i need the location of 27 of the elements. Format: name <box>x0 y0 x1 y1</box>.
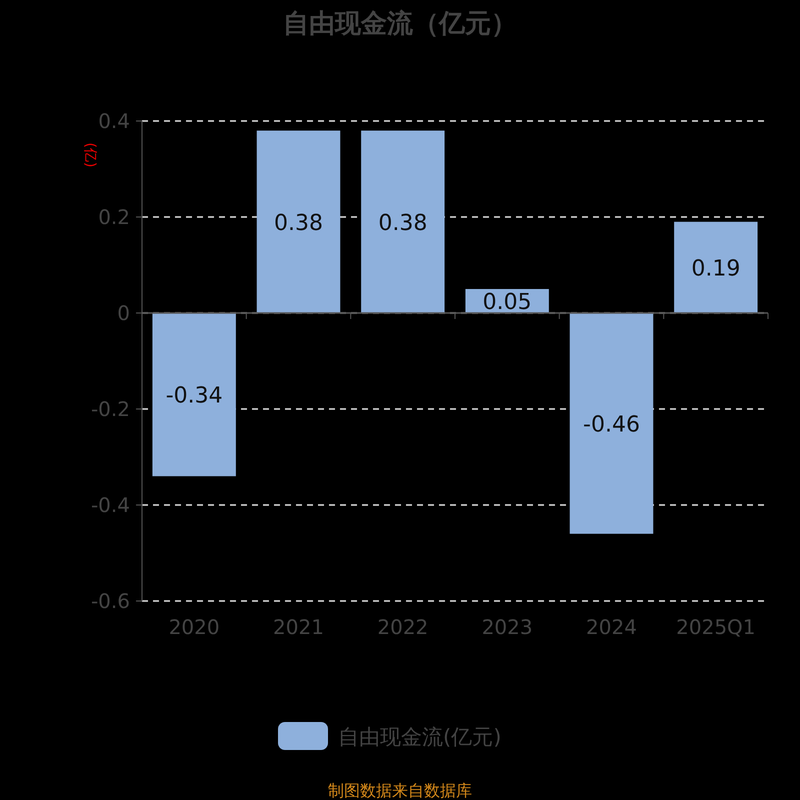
x-tick-label: 2025Q1 <box>676 615 756 639</box>
data-label: -0.46 <box>583 412 640 438</box>
data-label: -0.34 <box>166 384 223 409</box>
y-tick-label: -0.4 <box>90 493 130 517</box>
bar <box>570 313 654 534</box>
bar <box>256 130 340 313</box>
y-tick-label: 0.2 <box>98 205 130 229</box>
x-tick-label: 2024 <box>586 615 637 639</box>
data-label: 0.38 <box>274 210 323 236</box>
x-tick-label: 2022 <box>377 615 428 639</box>
bar <box>674 222 758 313</box>
data-label: 0.19 <box>691 256 740 282</box>
x-tick-label: 2020 <box>168 615 220 639</box>
bar <box>152 313 236 476</box>
legend-label: 自由现金流(亿元) <box>338 725 502 749</box>
bar <box>361 130 445 313</box>
y-tick-label: 0.4 <box>98 109 130 133</box>
y-tick-label: -0.2 <box>90 397 130 421</box>
data-label: 0.05 <box>482 290 532 315</box>
data-label: 0.38 <box>378 210 428 236</box>
x-tick-label: 2021 <box>273 615 324 639</box>
y-axis-title: (亿) <box>82 142 98 168</box>
y-tick-label: -0.6 <box>90 589 130 613</box>
text: 制图数据来自数据库 <box>328 781 472 800</box>
y-tick-label: 0 <box>117 301 130 325</box>
chart-title: 自由现金流（亿元） <box>283 9 517 39</box>
x-tick-label: 2023 <box>482 615 533 639</box>
